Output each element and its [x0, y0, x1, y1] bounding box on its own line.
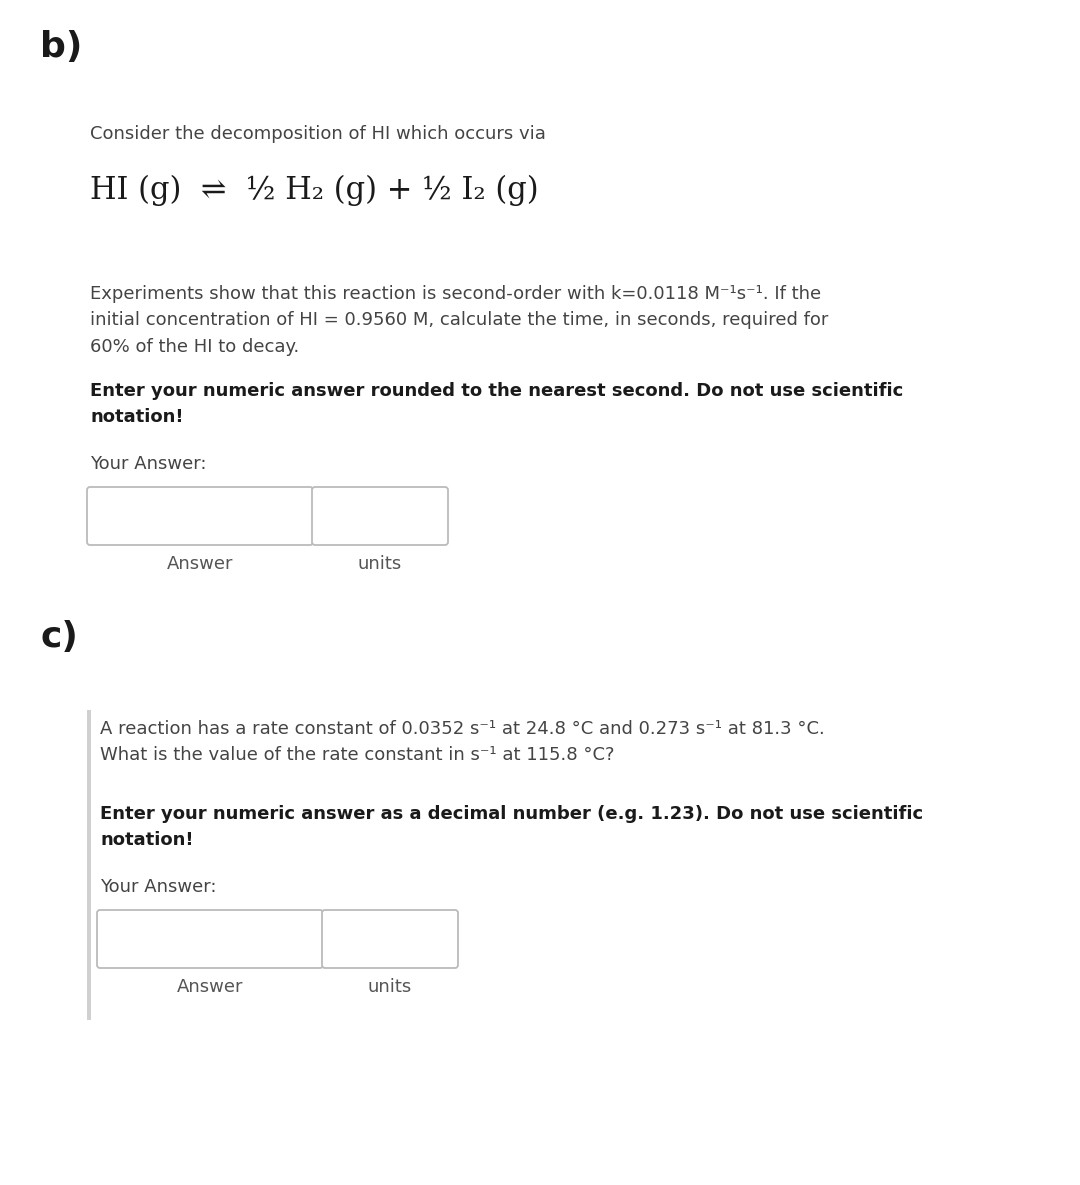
FancyBboxPatch shape [312, 487, 448, 545]
FancyBboxPatch shape [87, 487, 313, 545]
Text: Enter your numeric answer as a decimal number (e.g. 1.23). Do not use scientific: Enter your numeric answer as a decimal n… [100, 805, 923, 850]
Text: Your Answer:: Your Answer: [100, 878, 216, 896]
Text: units: units [368, 978, 413, 997]
Text: HI (g)  ⇌  ½ H₂ (g) + ½ I₂ (g): HI (g) ⇌ ½ H₂ (g) + ½ I₂ (g) [90, 175, 539, 206]
FancyBboxPatch shape [322, 910, 458, 968]
Text: Answer: Answer [177, 978, 243, 997]
FancyBboxPatch shape [97, 910, 323, 968]
Text: Experiments show that this reaction is second-order with k=0.0118 M⁻¹s⁻¹. If the: Experiments show that this reaction is s… [90, 286, 828, 356]
Text: c): c) [40, 620, 78, 654]
Text: Your Answer:: Your Answer: [90, 455, 206, 473]
Text: units: units [357, 555, 402, 574]
Text: Consider the decomposition of HI which occurs via: Consider the decomposition of HI which o… [90, 124, 545, 143]
Text: Enter your numeric answer rounded to the nearest second. Do not use scientific
n: Enter your numeric answer rounded to the… [90, 382, 903, 427]
Text: b): b) [40, 30, 82, 64]
Text: Answer: Answer [166, 555, 233, 574]
Text: A reaction has a rate constant of 0.0352 s⁻¹ at 24.8 °C and 0.273 s⁻¹ at 81.3 °C: A reaction has a rate constant of 0.0352… [100, 720, 825, 764]
Bar [87, 710, 91, 1020]
